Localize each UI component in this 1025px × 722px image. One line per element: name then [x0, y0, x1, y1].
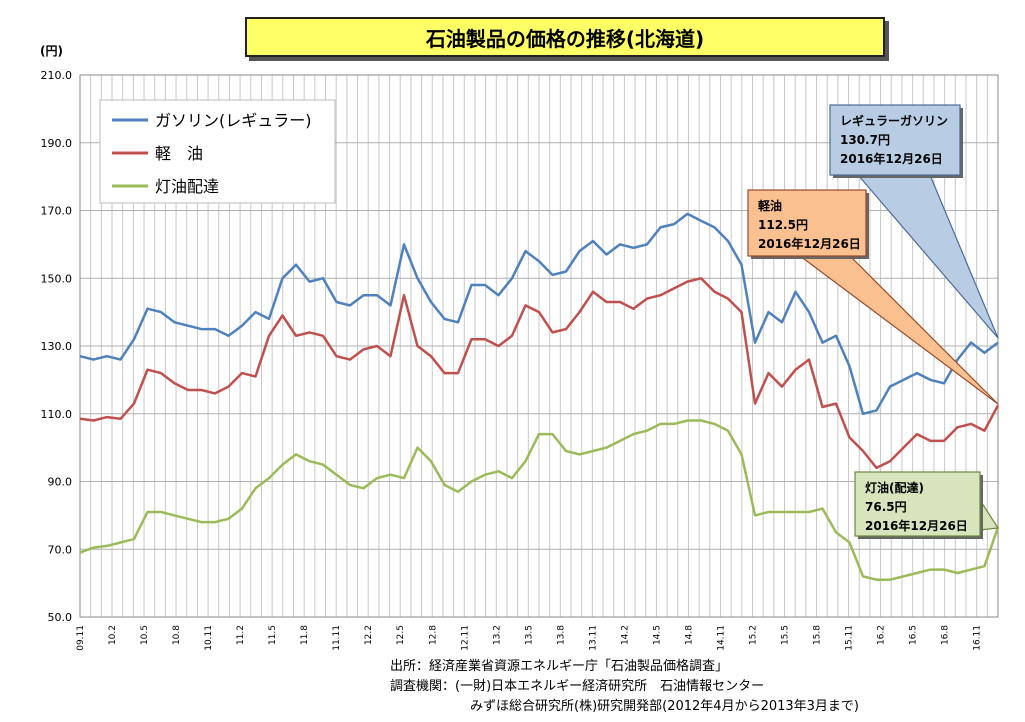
x-tick-label: 12.5 [396, 625, 406, 645]
chart-title: 石油製品の価格の推移(北海道) [245, 17, 885, 57]
source-line-2: 調査機関：(一財)日本エネルギー経済研究所 石油情報センター [390, 679, 765, 694]
x-tick-label: 13.5 [524, 625, 534, 645]
y-tick-label: 90.0 [48, 476, 73, 489]
y-tick-label: 70.0 [48, 543, 73, 556]
x-tick-label: 16.2 [877, 625, 887, 645]
y-tick-label: 190.0 [41, 137, 73, 150]
y-tick-label: 150.0 [41, 272, 73, 285]
y-tick-label: 130.0 [41, 340, 73, 353]
y-tick-label: 210.0 [41, 69, 73, 82]
x-tick-label: 13.11 [588, 625, 598, 651]
x-tick-label: 09.11 [76, 625, 86, 651]
callout-text: 76.5円 [865, 500, 907, 514]
x-tick-label: 14.2 [620, 625, 630, 645]
x-tick-label: 13.2 [492, 625, 502, 645]
x-tick-label: 13.8 [556, 625, 566, 645]
legend-label: 軽 油 [155, 144, 203, 163]
x-tick-label: 12.2 [364, 625, 374, 645]
x-tick-label: 11.5 [268, 625, 278, 645]
y-tick-label: 110.0 [41, 408, 73, 421]
x-tick-label: 10.5 [140, 625, 150, 645]
x-axis-ticks: 09.11 10.2 10.5 10.8 10.11 11.2 11.5 11.8 11.11 1… [76, 625, 983, 651]
callout-text: 2016年12月26日 [758, 236, 861, 251]
series-line [79, 277, 1000, 470]
callout-text: 112.5円 [758, 218, 808, 232]
x-tick-label: 15.8 [813, 625, 823, 645]
x-tick-label: 16.5 [909, 625, 919, 645]
source-line-1: 出所：経済産業省資源エネルギー庁「石油製品価格調査」 [390, 659, 729, 674]
y-tick-label: 170.0 [41, 205, 73, 218]
x-tick-label: 15.11 [845, 625, 855, 651]
plot-area-border [79, 74, 999, 618]
callout-text: レギュラーガソリン [840, 113, 948, 128]
x-tick-label: 10.11 [204, 625, 214, 651]
x-tick-label: 15.2 [748, 625, 758, 645]
x-tick-label: 14.11 [716, 625, 726, 651]
x-tick-label: 11.11 [332, 625, 342, 651]
series-line [79, 419, 1000, 581]
x-tick-label: 14.8 [684, 625, 694, 645]
y-tick-label: 50.0 [48, 611, 73, 624]
callout-box [854, 471, 981, 537]
y-axis-ticks: 210.0 190.0 170.0 150.0 130.0 110.0 90.0 70.0 50… [41, 69, 73, 624]
callout-text: 軽油 [758, 198, 782, 213]
callout-text: 2016年12月26日 [840, 151, 943, 166]
x-tick-label: 12.11 [460, 625, 470, 651]
x-tick-label: 14.5 [652, 625, 662, 645]
x-tick-label: 12.8 [428, 625, 438, 645]
legend-label: ガソリン(レギュラー) [155, 111, 312, 130]
series-line [79, 212, 999, 416]
series-lines [79, 212, 1000, 581]
x-tick-label: 11.8 [300, 625, 310, 645]
x-tick-label: 10.2 [108, 625, 118, 645]
callout-text: 2016年12月26日 [865, 518, 968, 533]
x-tick-label: 16.8 [941, 625, 951, 645]
x-tick-label: 16.11 [973, 625, 983, 651]
x-tick-label: 11.2 [236, 625, 246, 645]
callout-text: 130.7円 [840, 133, 890, 147]
legend-label: 灯油配達 [155, 177, 219, 196]
x-tick-label: 10.8 [172, 625, 182, 645]
callout-text: 灯油(配達) [865, 480, 924, 495]
callout-box [747, 189, 867, 257]
callouts: レギュラーガソリン130.7円2016年12月26日軽油112.5円2016年1… [747, 104, 1000, 539]
y-axis-unit: (円) [40, 44, 63, 58]
x-tick-label: 15.5 [781, 625, 791, 645]
source-line-3: みずほ総合研究所(株)研究開発部(2012年4月から2013年3月まで) [470, 699, 859, 714]
callout-box [829, 104, 961, 176]
